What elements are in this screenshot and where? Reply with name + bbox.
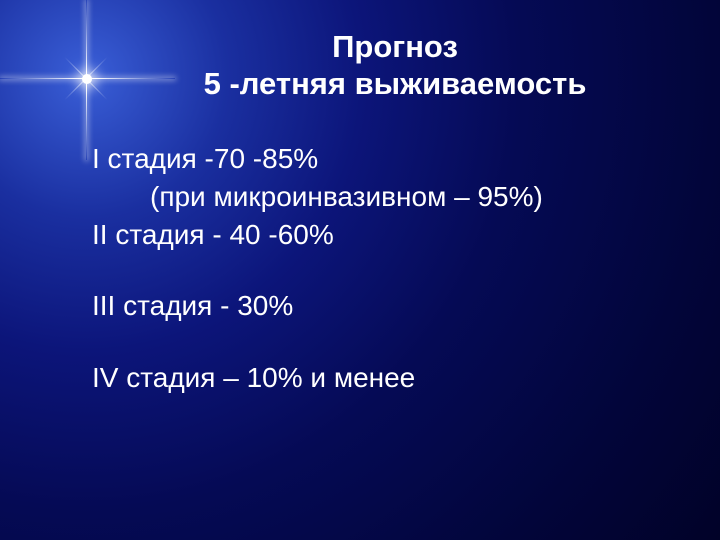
spacer bbox=[92, 253, 650, 287]
decorative-flare-vertical bbox=[86, 0, 87, 160]
decorative-flare-core bbox=[82, 74, 92, 84]
body-line: IV стадия – 10% и менее bbox=[92, 359, 650, 397]
body-line: III стадия - 30% bbox=[92, 287, 650, 325]
slide-body: I стадия -70 -85% (при микроинвазивном –… bbox=[92, 140, 650, 397]
slide-title: Прогноз 5 -летняя выживаемость bbox=[130, 28, 660, 102]
slide: Прогноз 5 -летняя выживаемость I стадия … bbox=[0, 0, 720, 540]
body-line: II стадия - 40 -60% bbox=[92, 216, 650, 254]
decorative-flare-diagonal bbox=[64, 57, 107, 100]
body-line: I стадия -70 -85% bbox=[92, 140, 650, 178]
decorative-flare-diagonal bbox=[64, 57, 107, 100]
body-line-sub: (при микроинвазивном – 95%) bbox=[92, 178, 650, 216]
title-line-1: Прогноз bbox=[130, 28, 660, 65]
title-line-2: 5 -летняя выживаемость bbox=[130, 65, 660, 102]
spacer bbox=[92, 325, 650, 359]
